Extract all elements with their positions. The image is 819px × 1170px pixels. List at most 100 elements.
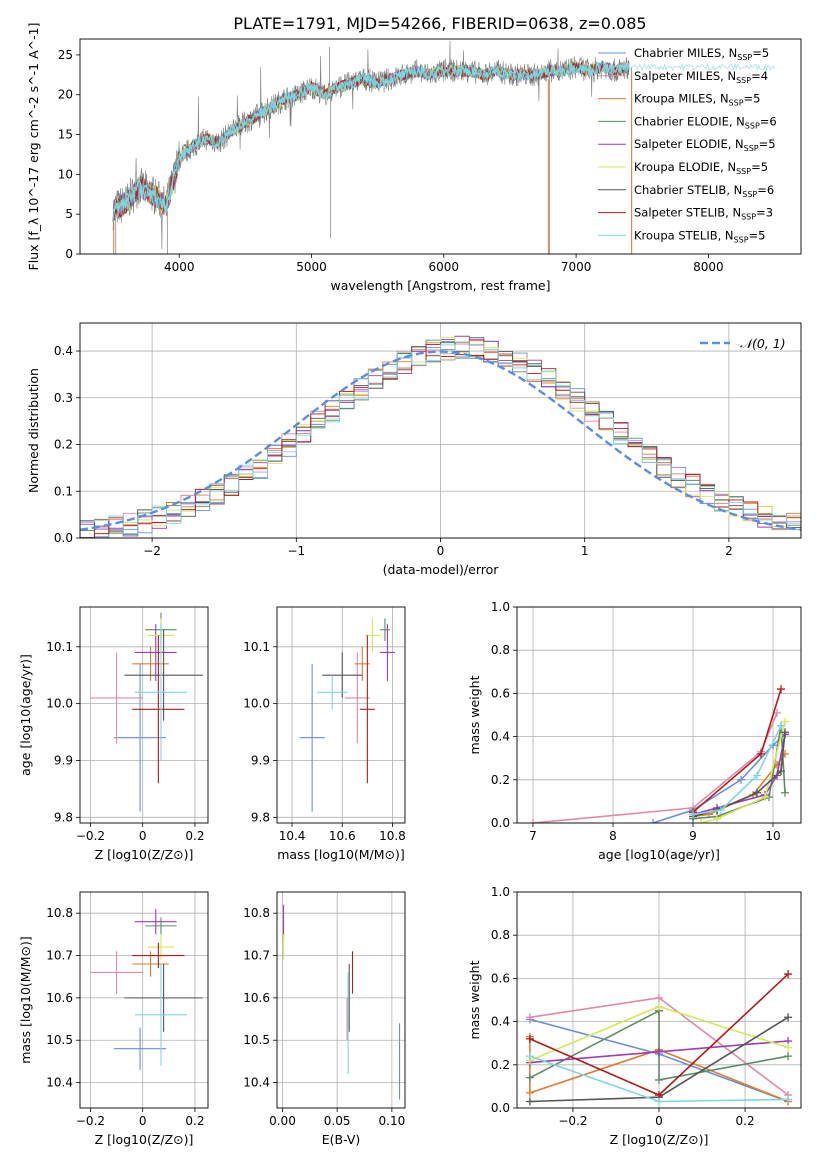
x-tick-label: −0.2	[76, 829, 105, 843]
legend-label: Kroupa STELIB, NSSP=5	[634, 228, 765, 244]
legend-label: Salpeter MILES, NSSP=4	[634, 69, 768, 85]
mass-weight-marker	[529, 819, 537, 823]
y-tick-label: 1.0	[491, 600, 510, 614]
y-tick-label: 10.4	[243, 1076, 270, 1090]
mass-weight-marker	[649, 819, 657, 823]
x-tick-label: 8000	[693, 260, 724, 274]
axes-frame	[276, 891, 406, 1109]
mass-weight-marker	[525, 1013, 534, 1022]
x-tick-label: 10.4	[279, 829, 306, 843]
mass-weight-marker	[777, 685, 785, 694]
x-tick-label: 0	[437, 544, 445, 558]
figure-title: PLATE=1791, MJD=54266, FIBERID=0638, z=0…	[233, 14, 646, 33]
x-axis-label: Z [log10(Z/Z⊙)]	[95, 1132, 194, 1147]
mass-weight-marker	[784, 1052, 793, 1061]
y-tick-label: 0.8	[491, 643, 510, 657]
mass-weight-marker	[655, 1002, 663, 1011]
age-vs-Z-panel: −0.2 0 0.2 9.8 9.9 10.0 10.1 Z [log10(Z/Z⊙)] age…	[18, 606, 209, 862]
axes-frame	[79, 891, 209, 1109]
y-tick-label: 0.6	[491, 686, 510, 700]
x-tick-label: 0.00	[269, 1114, 296, 1128]
y-tick-label: 10.4	[46, 1076, 73, 1090]
mass-weight-marker	[697, 819, 705, 823]
y-tick-label: 10.5	[46, 1033, 73, 1047]
mass-weight-marker	[525, 1052, 534, 1061]
mass-weight-marker	[689, 810, 697, 819]
x-tick-label: −2	[143, 544, 161, 558]
y-tick-label: 1.0	[491, 885, 510, 899]
x-axis-label: mass [log10(M/M⊙)]	[277, 847, 405, 862]
y-axis-label: mass [log10(M/M⊙)]	[18, 936, 33, 1064]
x-axis-label: wavelength [Angstrom, rest frame]	[330, 278, 550, 293]
mass-weight-marker	[777, 721, 785, 730]
axes-frame	[79, 322, 802, 539]
x-axis-label: Z [log10(Z/Z⊙)]	[95, 847, 194, 862]
y-tick-label: 0.0	[491, 1101, 510, 1115]
y-tick-label: 0.1	[54, 484, 73, 498]
y-axis-label: mass weight	[467, 960, 482, 1039]
x-tick-label: 2	[725, 544, 733, 558]
mass-weight-marker	[784, 1095, 793, 1104]
mass-weight-line	[532, 712, 778, 823]
y-tick-label: 5	[65, 207, 73, 221]
y-tick-label: 0.4	[491, 730, 510, 744]
x-tick-label: 0	[139, 1114, 147, 1128]
mass-weight-marker	[784, 970, 793, 979]
mass-weight-marker	[784, 1013, 793, 1022]
y-tick-label: 10.7	[46, 949, 73, 963]
axes-frame	[516, 606, 802, 824]
y-tick-label: 0.2	[491, 1058, 510, 1072]
y-tick-label: 10	[58, 167, 73, 181]
y-tick-label: 0.0	[491, 816, 510, 830]
x-tick-label: −0.2	[558, 1114, 587, 1128]
legend-label: Chabrier MILES, NSSP=5	[634, 46, 769, 62]
y-tick-label: 15	[58, 128, 73, 142]
mass-weight-line	[700, 721, 786, 823]
normal-curve	[80, 350, 801, 531]
x-tick-label: 6000	[429, 260, 460, 274]
x-tick-label: 10	[765, 829, 780, 843]
spectrum-panel: 4000 5000 6000 7000 8000 0 5 10 15 20 25 wavelength…	[26, 23, 802, 293]
legend-label: Kroupa ELODIE, NSSP=5	[634, 160, 768, 176]
y-tick-label: 0	[65, 247, 73, 261]
y-axis-label: age [log10(age/yr)]	[18, 654, 33, 776]
y-tick-label: 10.8	[243, 906, 270, 920]
y-tick-label: 10.1	[46, 640, 73, 654]
mass-weight-marker	[525, 1034, 534, 1043]
x-axis-label: Z [log10(Z/Z⊙)]	[610, 1132, 709, 1147]
mass-weight-marker	[655, 1075, 663, 1084]
y-tick-label: 25	[58, 48, 73, 62]
axes-frame	[79, 38, 802, 255]
axes-frame	[79, 606, 209, 824]
y-tick-label: 10.7	[243, 949, 270, 963]
mass-weight-marker	[713, 814, 721, 823]
y-tick-label: 0.6	[491, 971, 510, 985]
y-tick-label: 0.4	[491, 1015, 510, 1029]
spectrum-model-line	[112, 61, 630, 223]
mass-weight-marker	[655, 1047, 663, 1056]
age-vs-mass-panel: 10.4 10.6 10.8 9.8 9.9 10.0 10.1 mass [log10(M/…	[243, 606, 406, 862]
axes-frame	[516, 891, 802, 1109]
x-tick-label: 0	[139, 829, 147, 843]
x-tick-label: 0.2	[736, 1114, 755, 1128]
mass-weight-marker	[655, 1097, 663, 1106]
mass-weight-marker	[784, 1043, 793, 1052]
massweight-vs-age-panel: 7 8 9 10 0.0 0.2 0.4 0.6 0.8 1.0 age [log10(age/yr…	[467, 600, 802, 862]
x-tick-label: −0.2	[76, 1114, 105, 1128]
y-tick-label: 10.6	[46, 991, 73, 1005]
legend-label: Chabrier STELIB, NSSP=6	[634, 183, 774, 199]
y-tick-label: 9.8	[54, 810, 73, 824]
x-tick-label: 0.2	[185, 1114, 204, 1128]
x-axis-label: (data-model)/error	[383, 562, 500, 577]
x-tick-label: 5000	[296, 260, 327, 274]
mass-weight-line	[529, 1009, 789, 1081]
mass-weight-marker	[525, 1073, 534, 1082]
x-tick-label: 8	[609, 829, 617, 843]
y-tick-label: 10.6	[243, 991, 270, 1005]
y-tick-label: 9.9	[251, 753, 270, 767]
y-tick-label: 9.8	[251, 810, 270, 824]
mass-weight-marker	[717, 806, 725, 815]
y-tick-label: 10.0	[46, 697, 73, 711]
mass-weight-marker	[761, 793, 769, 802]
